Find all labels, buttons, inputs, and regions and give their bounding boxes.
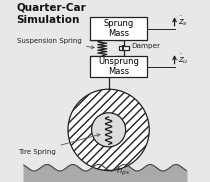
Text: Quarter-Car
Simulation: Quarter-Car Simulation <box>17 3 86 25</box>
Text: $\dot{z}_s$: $\dot{z}_s$ <box>178 15 188 28</box>
Text: Tire Spring: Tire Spring <box>18 134 100 155</box>
Text: Sprung
Mass: Sprung Mass <box>103 19 134 38</box>
Circle shape <box>92 113 126 147</box>
Text: $\dot{z}_u$: $\dot{z}_u$ <box>178 53 189 66</box>
Text: $h_{ps}$: $h_{ps}$ <box>116 165 130 178</box>
Text: Unsprung
Mass: Unsprung Mass <box>98 57 139 76</box>
Circle shape <box>68 89 149 171</box>
Bar <box>90 56 147 78</box>
Text: Suspension Spring: Suspension Spring <box>17 38 94 49</box>
Bar <box>90 17 147 40</box>
Bar <box>119 46 129 50</box>
Text: Damper: Damper <box>131 43 160 49</box>
